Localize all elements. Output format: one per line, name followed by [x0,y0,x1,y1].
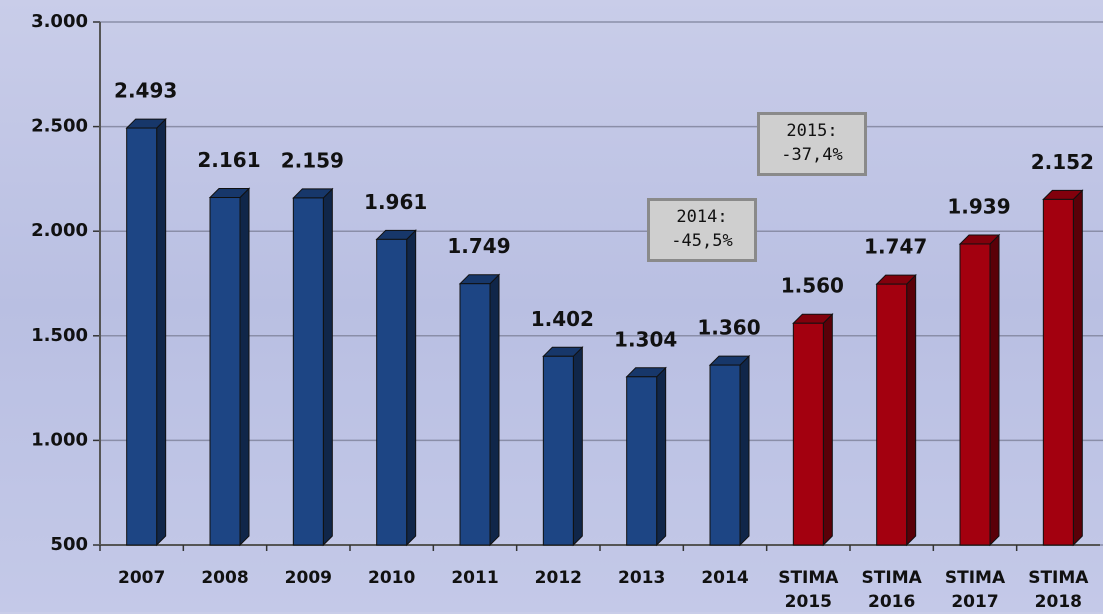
annotation: 2014: -45,5% [647,198,757,262]
bar-face [1072,189,1083,547]
x-tick-label: 2013 [617,568,666,588]
x-tick-label: 2007 [117,568,166,588]
bar-face [489,273,500,547]
bar-face [709,364,741,546]
y-tick-label: 2.500 [31,116,88,137]
bar [375,229,417,547]
x-tick-label: 2009 [284,568,332,588]
bar-face [572,346,583,547]
bar-face [322,187,333,547]
x-tick-label: STIMA 2016 [861,568,922,612]
data-label: 1.402 [531,307,594,331]
data-label: 2.152 [1031,150,1094,174]
bar-face [126,127,158,546]
bar-face [209,197,241,546]
data-label: 1.560 [781,274,844,298]
bar [292,187,334,547]
x-tick-label: 2011 [451,568,499,588]
bar [1042,189,1084,547]
data-label: 1.360 [697,316,760,340]
bar-face [792,322,824,546]
x-tick-label: 2008 [201,568,249,588]
bar-face [656,366,667,547]
x-tick-label: STIMA 2015 [778,568,839,612]
bar-face [459,283,491,546]
y-tick-label: 2.000 [31,220,88,241]
bar-face [906,273,917,547]
y-tick-label: 1.000 [31,429,88,450]
bar [625,366,667,547]
bar-face [1042,198,1074,546]
x-tick-label: STIMA 2017 [944,568,1006,612]
data-label: 1.749 [447,234,510,258]
data-label: 1.939 [947,194,1010,218]
x-tick-label: 2014 [701,568,749,588]
bar [792,313,834,547]
x-tick-label: 2012 [534,568,582,588]
bar-face [376,238,408,546]
bar [958,233,1001,547]
data-label: 2.493 [114,79,177,103]
y-tick-label: 3.000 [31,11,88,32]
bar-face [626,376,658,546]
bar [208,187,251,547]
data-label: 1.961 [364,190,427,214]
y-tick-label: 1.500 [31,325,88,346]
annotation: 2015: -37,4% [757,112,867,176]
bar-face [542,355,574,546]
bar [458,273,501,547]
bar [875,273,917,547]
bar-face [739,354,750,547]
bar-face [239,187,250,547]
bar-face [406,229,417,547]
x-tick-label: STIMA 2018 [1028,568,1089,612]
bar-face [959,243,991,546]
bar [542,346,584,547]
data-label: 1.304 [614,327,677,351]
bar-face [989,233,1000,547]
data-label: 2.161 [197,148,260,172]
bar-face [292,197,324,546]
y-tick-label: 500 [50,534,88,555]
data-label: 2.159 [281,148,344,172]
bar [125,117,167,547]
x-tick-label: 2010 [367,568,416,588]
bar-face [822,313,833,547]
data-label: 1.747 [864,235,927,259]
bar [708,354,751,547]
bar-face [156,117,167,547]
bar-face [876,283,908,546]
